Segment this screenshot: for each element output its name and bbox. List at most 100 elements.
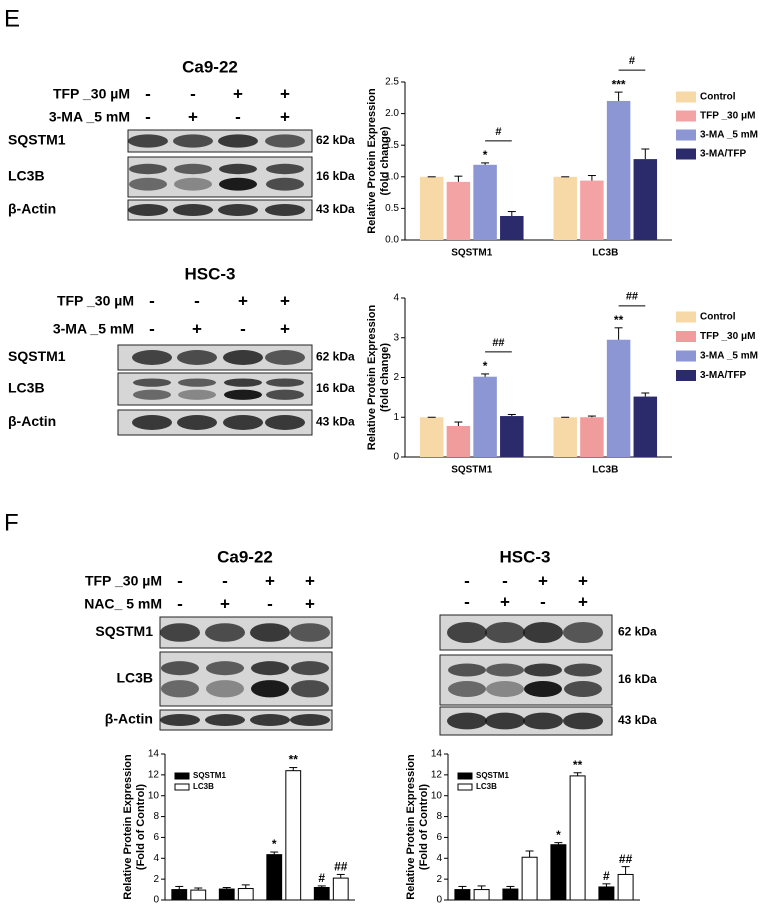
blot-band [218,134,258,148]
bar [553,417,577,457]
y-tick-label: 6 [153,832,159,843]
significance-label: * [556,828,561,842]
blot-strip [117,372,313,406]
legend-label: 3-MA _5 mM [700,351,758,362]
blot-band [206,661,244,676]
kda-label: 62 kDa [316,133,355,147]
treatment-sign: - [149,319,155,338]
treatment-sign: - [145,84,151,103]
treatment-sign: + [578,571,588,590]
legend-label: SQSTM1 [193,771,226,780]
bar [171,889,188,901]
blot-band [265,134,305,148]
bar [446,181,471,240]
blot-band [291,661,329,676]
blot-band [447,622,487,643]
blot-band [132,350,172,365]
y-axis-label: (Fold of Control) [418,784,430,870]
blot-band [266,389,304,400]
blot-band [485,622,525,643]
treatment-sign: + [188,107,198,126]
y-tick-label: 1.5 [385,140,399,151]
kda-label: 43 kDa [618,713,657,727]
blot-band [524,663,562,677]
bar [473,889,490,901]
band-label: SQSTM1 [8,132,66,148]
panel-label: E [4,5,20,32]
blot-band [133,378,171,387]
blot-band [290,714,330,726]
treatment-sign: - [235,107,241,126]
blot-band [224,378,262,387]
blot-band [219,163,257,175]
y-tick-label: 10 [148,790,160,801]
y-tick-label: 2 [153,874,159,885]
kda-label: 16 kDa [618,672,657,686]
treatment-label: TFP _30 µM [53,86,130,102]
blot-title: Ca9-22 [217,547,273,566]
legend-swatch [457,783,473,791]
treatment-sign: - [267,594,273,613]
blot-title: HSC-3 [499,547,550,566]
x-tick-label: LC3B [592,248,618,259]
bar [473,376,497,457]
blot-band [129,163,167,175]
band-label: SQSTM1 [8,348,66,364]
treatment-sign: - [149,291,155,310]
bar [454,889,471,901]
kda-label: 62 kDa [316,350,355,364]
y-tick-label: 6 [436,832,442,843]
treatment-sign: - [222,571,228,590]
treatment-sign: + [280,84,290,103]
blot-band [564,663,602,677]
y-axis-label: Relative Protein Expression [122,754,134,900]
bar [332,877,349,901]
band-label: LC3B [8,380,45,396]
y-axis-label: Relative Protein Expression [366,88,378,234]
blot-band [250,623,290,642]
blot-band [265,415,305,430]
y-tick-label: 2.0 [385,108,399,119]
bar [553,176,577,240]
y-tick-label: 8 [153,811,159,822]
y-tick-label: 2.5 [385,77,399,88]
y-tick-label: 0 [393,452,399,463]
bar [606,339,631,457]
bar [285,770,302,901]
blot-band [173,134,213,148]
treatment-label: TFP _30 µM [85,573,162,589]
bar [313,886,330,901]
y-axis-label: (fold change) [379,343,391,412]
bracket-label: # [629,55,635,67]
legend-swatch [676,370,696,381]
bar [419,417,444,457]
blot-band [129,177,167,191]
y-tick-label: 0.0 [385,235,399,246]
blot-band [178,378,216,387]
bar [569,775,586,901]
y-tick-label: 4 [153,853,159,864]
treatment-sign: + [305,571,315,590]
significance-label: * [483,148,488,162]
blot-band [563,622,603,643]
panel-label: F [4,509,19,536]
y-tick-label: 0 [153,895,159,906]
treatment-sign: - [464,592,470,611]
blot-band [205,714,245,726]
legend-swatch [676,350,696,362]
blot-band [266,177,304,191]
significance-label: * [483,359,488,373]
blot-band [161,661,199,676]
blot-band [160,714,200,726]
y-tick-label: 10 [431,790,443,801]
treatment-sign: - [464,571,470,590]
treatment-label: 3-MA _5 mM [53,321,134,337]
kda-label: 43 kDa [316,415,355,429]
legend-swatch [676,148,696,160]
legend-label: TFP _30 μM [700,331,755,342]
y-tick-label: 4 [436,853,442,864]
legend-swatch [457,772,473,780]
bar [419,176,444,240]
y-axis-label: (fold change) [379,126,391,195]
kda-label: 16 kDa [316,169,355,183]
